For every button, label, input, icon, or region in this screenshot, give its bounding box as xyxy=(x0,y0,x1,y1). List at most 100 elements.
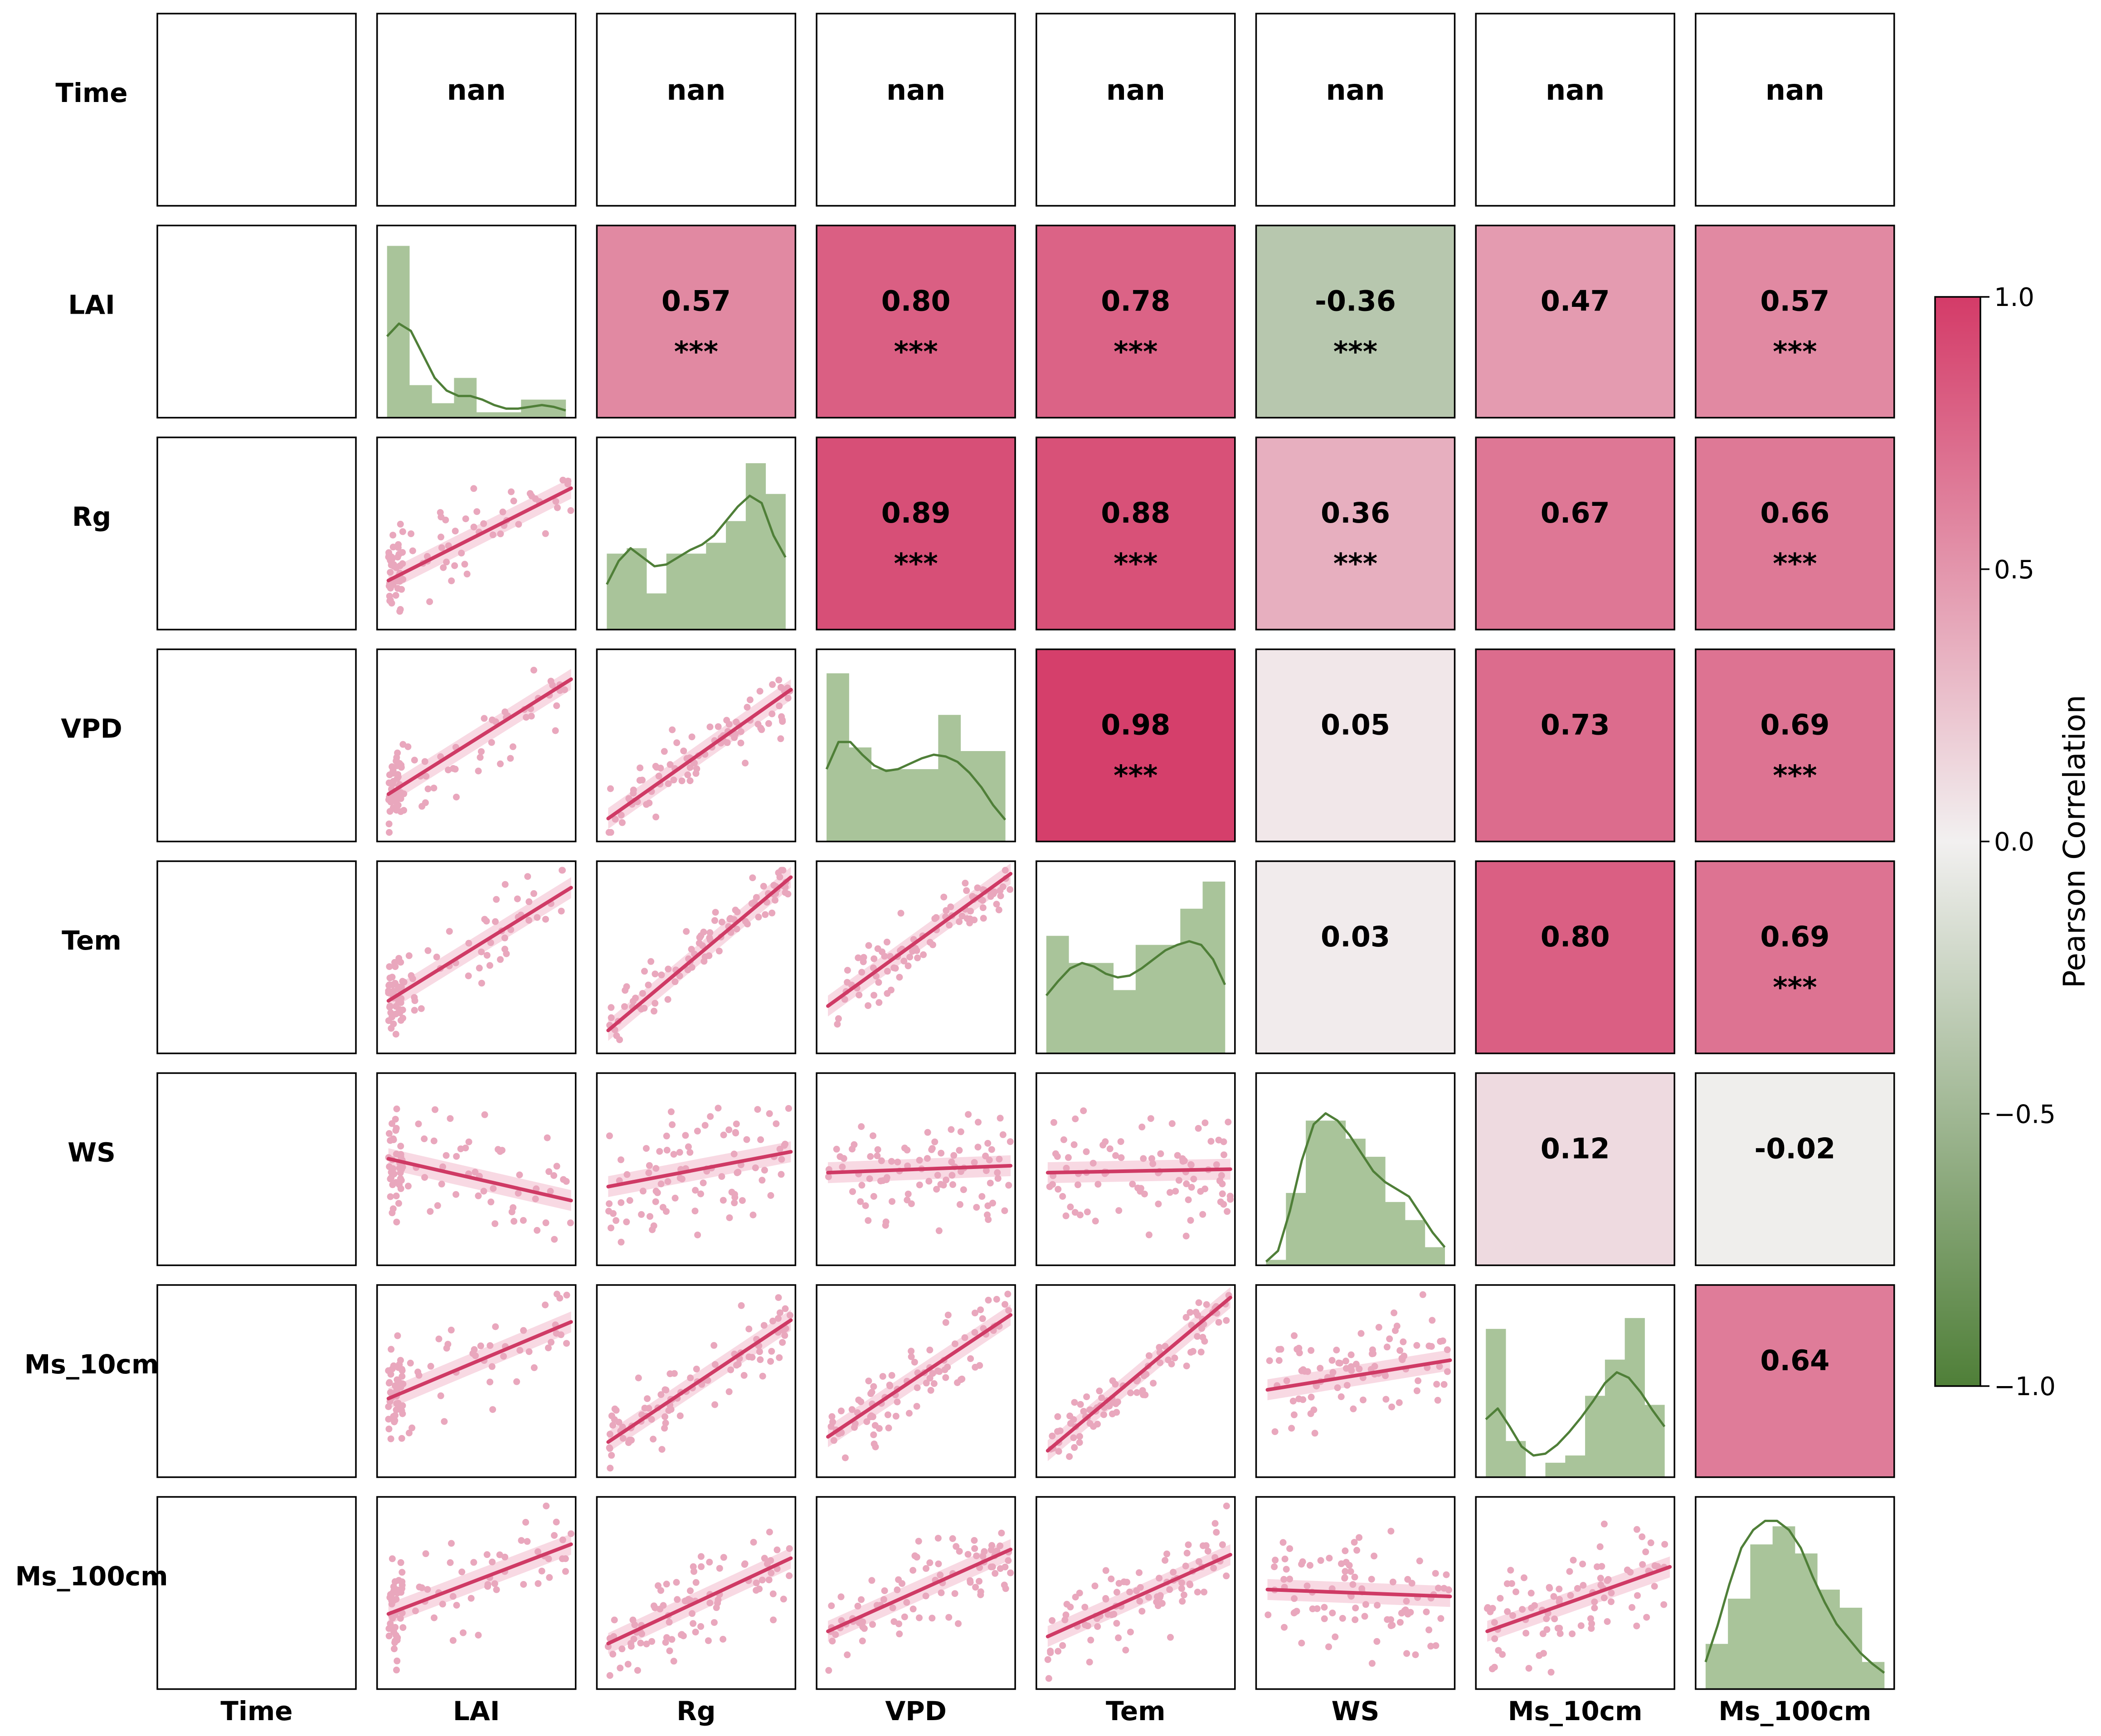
scatter-point xyxy=(1399,1356,1406,1363)
scatter-point xyxy=(929,1145,936,1152)
scatter-point xyxy=(393,1218,400,1226)
scatter-point xyxy=(418,803,426,810)
scatter-point xyxy=(858,1182,866,1189)
scatter-point xyxy=(446,928,453,935)
scatter-point xyxy=(691,1207,699,1215)
histogram-bar xyxy=(893,769,916,842)
scatter-point xyxy=(1055,1648,1062,1655)
scatter-point xyxy=(538,1567,545,1575)
scatter-point xyxy=(984,1140,992,1147)
regression-line xyxy=(826,1313,1013,1439)
scatter-point xyxy=(520,1581,527,1588)
scatter-point xyxy=(1303,1582,1311,1590)
scatter-point xyxy=(696,934,703,941)
scatter-point xyxy=(423,773,430,780)
scatter-point xyxy=(1002,1301,1008,1308)
scatter-point xyxy=(1223,1317,1230,1324)
scatter-point xyxy=(1277,1346,1284,1353)
scatter-point xyxy=(530,1364,538,1371)
scatter-point xyxy=(755,913,762,921)
scatter-point xyxy=(695,940,703,947)
panel-frame xyxy=(816,224,1016,419)
scatter-point xyxy=(977,1591,984,1598)
panel-ms-100cm-rg xyxy=(596,1496,797,1690)
panel-frame xyxy=(1036,1284,1236,1478)
scatter-point xyxy=(1174,1152,1181,1159)
scatter-point xyxy=(1195,1299,1202,1306)
panel-time-time xyxy=(156,13,357,207)
scatter-point xyxy=(610,1210,617,1217)
scatter-point xyxy=(768,1348,775,1355)
panel-rg-tem: 0.88 *** xyxy=(1036,436,1236,630)
scatter-point xyxy=(1108,1576,1115,1582)
scatter-point xyxy=(997,1115,1004,1122)
scatter-point xyxy=(475,1632,482,1639)
corr-value-label: nan xyxy=(886,73,945,107)
scatter-point xyxy=(686,764,694,771)
scatter-point xyxy=(894,1586,901,1593)
scatter-point xyxy=(386,1004,393,1011)
scatter-point xyxy=(1047,1649,1054,1656)
scatter-point xyxy=(1271,1428,1279,1435)
scatter-point xyxy=(1084,1208,1091,1216)
scatter-point xyxy=(979,904,987,912)
scatter-point xyxy=(525,916,532,924)
scatter-point xyxy=(1109,1377,1116,1384)
scatter-point xyxy=(711,1401,719,1408)
scatter-point xyxy=(644,1395,651,1402)
corr-value-label: nan xyxy=(666,73,725,107)
scatter-point xyxy=(915,1537,922,1545)
panel-frame xyxy=(816,1284,1016,1478)
scatter-point xyxy=(862,1202,869,1209)
histogram-bar xyxy=(1839,1607,1863,1689)
scatter-point xyxy=(405,1430,413,1436)
scatter-point xyxy=(860,958,867,965)
histogram-bar xyxy=(627,548,647,630)
scatter-point xyxy=(888,1158,895,1165)
corr-value-label: 0.89 xyxy=(881,496,951,529)
scatter-point xyxy=(617,1664,624,1672)
scatter-point xyxy=(949,1535,956,1542)
scatter-point xyxy=(515,1190,522,1197)
histogram-bar xyxy=(1728,1599,1751,1689)
histogram-bar xyxy=(1135,945,1158,1053)
scatter-point xyxy=(1215,1319,1222,1326)
scatter-point xyxy=(1419,1291,1426,1298)
scatter-point xyxy=(884,1411,891,1418)
scatter-point xyxy=(486,1378,494,1386)
scatter-point xyxy=(386,975,394,982)
col-label-lai: LAI xyxy=(453,1696,500,1726)
scatter-point xyxy=(1596,1543,1604,1550)
scatter-point xyxy=(1400,1338,1407,1345)
scatter-point xyxy=(613,1217,620,1224)
scatter-point xyxy=(387,569,394,576)
scatter-point xyxy=(1281,1556,1289,1562)
scatter-point xyxy=(768,1569,775,1576)
scatter-point xyxy=(424,947,432,954)
scatter-point xyxy=(404,1183,412,1190)
scatter-point xyxy=(986,1156,993,1164)
scatter-point xyxy=(391,1417,399,1424)
scatter-point xyxy=(924,1129,931,1136)
scatter-point xyxy=(1608,1598,1615,1605)
scatter-point xyxy=(1050,1119,1057,1126)
scatter-point xyxy=(673,739,681,747)
scatter-point xyxy=(1349,1581,1357,1588)
scatter-point xyxy=(1283,1566,1290,1573)
scatter-point xyxy=(1067,1420,1074,1427)
scatter-point xyxy=(1546,1584,1553,1591)
scatter-point xyxy=(1440,1381,1448,1388)
scatter-point xyxy=(1639,1533,1646,1540)
scatter-point xyxy=(1634,1592,1641,1599)
scatter-point xyxy=(875,979,882,986)
corr-cell-bg xyxy=(1695,437,1894,630)
scatter-point xyxy=(1543,1615,1550,1622)
scatter-point xyxy=(664,996,671,1003)
scatter-point xyxy=(1491,1635,1498,1642)
scatter-point xyxy=(478,980,485,987)
histogram-bar xyxy=(1772,1526,1795,1689)
scatter-point xyxy=(770,1616,777,1624)
scatter-point xyxy=(399,560,406,567)
scatter-point xyxy=(1547,1668,1555,1676)
scatter-point xyxy=(1580,1582,1587,1589)
